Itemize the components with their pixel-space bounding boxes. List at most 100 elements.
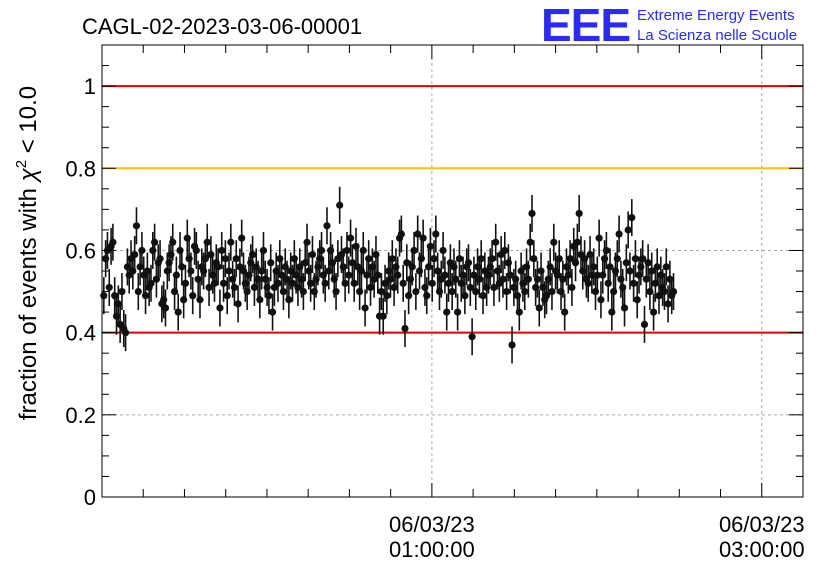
data-marker xyxy=(156,255,164,263)
data-point xyxy=(321,264,329,302)
data-point xyxy=(559,260,567,298)
data-point xyxy=(134,273,142,311)
data-point xyxy=(499,260,507,298)
data-point xyxy=(515,293,523,331)
data-marker xyxy=(134,287,142,296)
data-point xyxy=(640,305,649,343)
data-point xyxy=(223,277,231,315)
data-marker xyxy=(366,283,375,292)
data-point xyxy=(426,227,434,265)
data-point xyxy=(372,236,380,274)
data-marker xyxy=(267,259,275,267)
data-marker xyxy=(452,275,460,283)
data-point xyxy=(361,289,369,327)
y-tick-label: 0.4 xyxy=(65,321,96,346)
data-marker xyxy=(323,222,331,230)
data-point xyxy=(397,215,405,253)
data-point xyxy=(472,273,480,311)
data-point xyxy=(561,293,569,331)
data-marker xyxy=(630,279,638,287)
data-marker xyxy=(619,283,627,292)
data-point xyxy=(386,260,395,298)
data-marker xyxy=(390,283,398,292)
data-point xyxy=(410,231,418,269)
data-marker xyxy=(639,255,647,263)
data-point xyxy=(203,223,211,261)
data-point xyxy=(214,248,222,286)
data-point xyxy=(178,248,186,286)
data-marker xyxy=(377,287,386,296)
data-marker xyxy=(432,230,440,238)
data-point xyxy=(285,281,293,319)
data-marker xyxy=(308,250,317,259)
data-marker xyxy=(646,287,654,296)
data-point xyxy=(477,240,485,278)
data-point xyxy=(649,293,658,331)
data-point xyxy=(584,264,592,302)
y-axis-label: fraction of events with χ2 < 10.0 xyxy=(13,86,42,420)
data-point xyxy=(307,264,315,302)
data-point xyxy=(232,240,240,278)
data-point xyxy=(141,277,150,315)
data-point xyxy=(555,240,563,278)
data-point xyxy=(105,268,113,306)
data-point xyxy=(452,260,460,298)
data-marker xyxy=(172,271,180,279)
data-marker xyxy=(223,292,231,300)
data-marker xyxy=(524,275,532,283)
data-point xyxy=(628,199,636,237)
data-point xyxy=(606,248,614,286)
data-marker xyxy=(575,209,583,218)
data-point xyxy=(256,281,264,319)
data-point xyxy=(118,273,126,311)
data-point xyxy=(181,264,190,302)
data-marker xyxy=(533,275,542,283)
data-marker xyxy=(225,267,233,275)
data-marker xyxy=(443,308,451,316)
data-point xyxy=(550,223,558,261)
data-marker xyxy=(528,209,536,218)
data-marker xyxy=(232,255,240,263)
data-point xyxy=(622,244,630,282)
data-marker xyxy=(584,279,592,287)
data-point xyxy=(586,236,594,274)
data-point xyxy=(187,252,195,290)
data-marker xyxy=(506,271,514,279)
data-point xyxy=(219,264,228,302)
data-point xyxy=(248,236,257,274)
data-marker xyxy=(669,287,678,296)
data-marker xyxy=(472,287,480,296)
data-marker xyxy=(218,246,226,255)
data-marker xyxy=(515,308,523,316)
data-marker xyxy=(397,230,405,238)
data-marker xyxy=(444,279,453,287)
data-point xyxy=(490,268,498,306)
data-marker xyxy=(426,242,434,250)
data-point xyxy=(644,244,652,282)
data-point xyxy=(317,231,326,269)
data-marker xyxy=(283,275,291,283)
data-point xyxy=(221,240,229,278)
data-point xyxy=(377,273,386,311)
data-point xyxy=(359,231,367,269)
data-marker xyxy=(169,238,177,246)
data-marker xyxy=(332,287,340,296)
data-marker xyxy=(573,238,581,246)
data-point xyxy=(506,256,514,294)
data-marker xyxy=(664,300,672,308)
data-point xyxy=(466,268,474,306)
data-marker xyxy=(109,238,117,246)
data-point xyxy=(595,219,603,257)
data-marker xyxy=(238,234,246,242)
data-point xyxy=(633,281,641,319)
data-marker xyxy=(189,292,197,300)
data-point xyxy=(624,211,632,249)
x-tick-label-date: 06/03/23 xyxy=(719,512,805,537)
data-marker xyxy=(568,283,576,292)
data-point xyxy=(196,281,204,319)
data-point xyxy=(341,264,349,302)
data-point xyxy=(441,256,449,294)
data-marker xyxy=(490,283,498,292)
data-marker xyxy=(640,320,649,329)
data-marker xyxy=(521,287,529,296)
